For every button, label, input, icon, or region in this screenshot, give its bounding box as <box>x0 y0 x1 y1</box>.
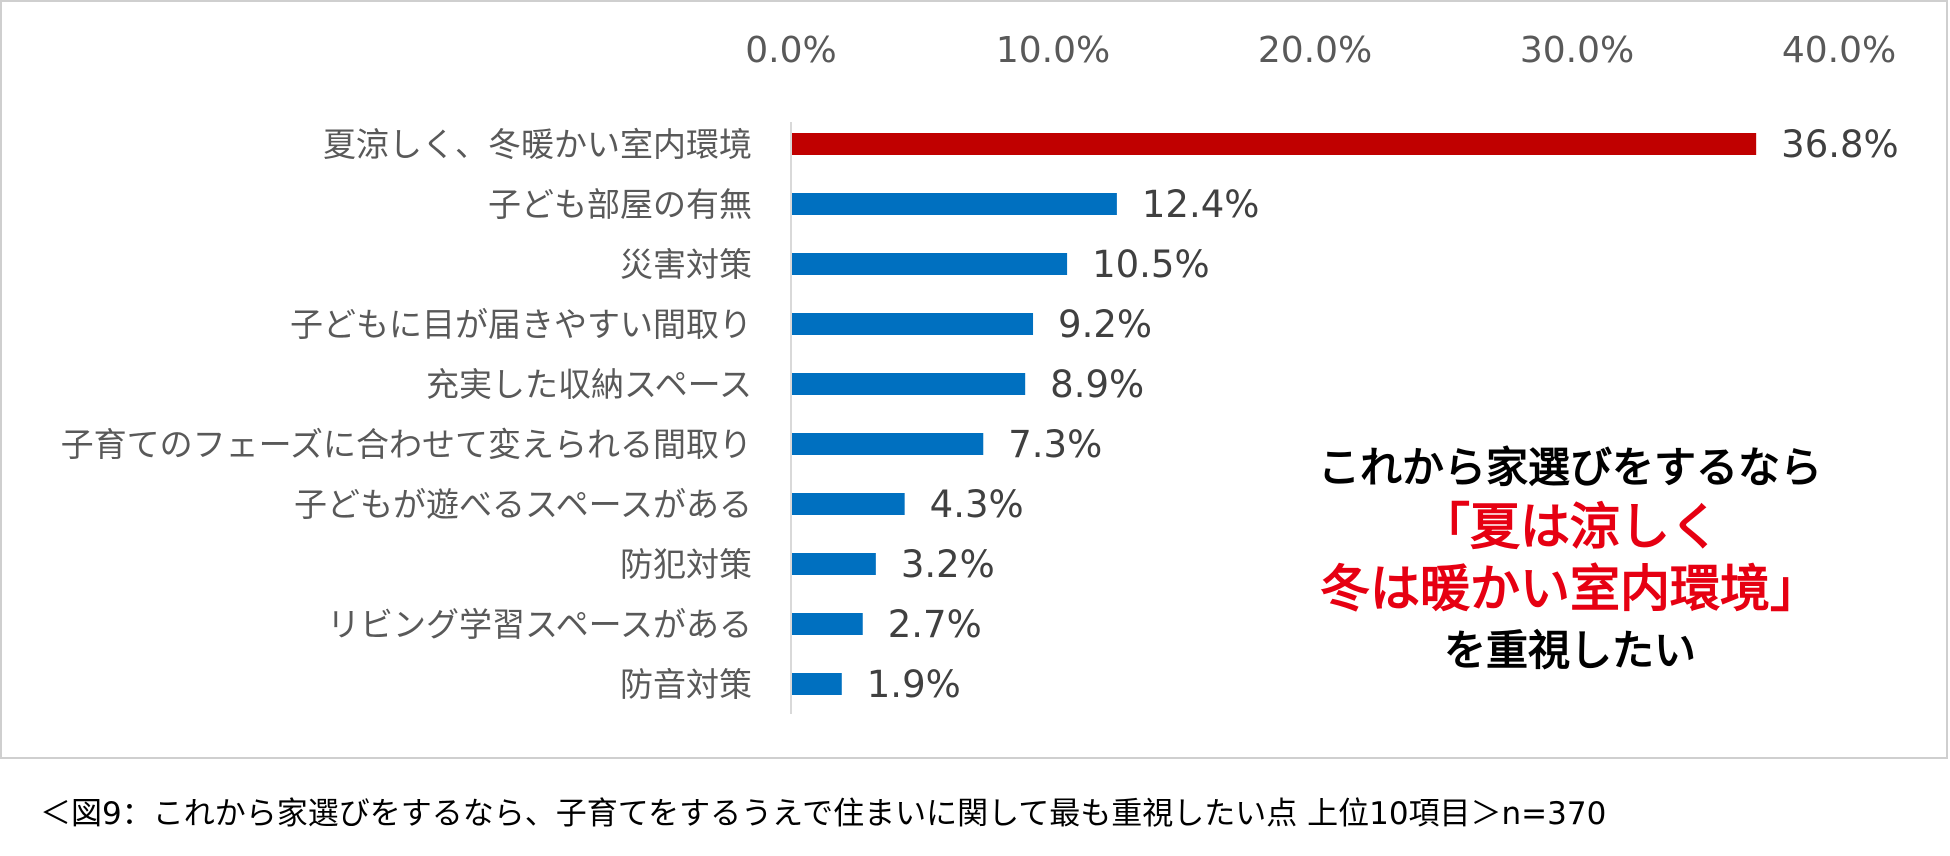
data-label: 4.3% <box>930 483 1024 526</box>
category-label: 子どもに目が届きやすい間取り <box>290 305 752 344</box>
category-label: 子ども部屋の有無 <box>488 185 752 224</box>
bar <box>792 673 842 695</box>
callout-line-4: を重視したい <box>1443 626 1696 675</box>
data-label: 8.9% <box>1050 363 1144 406</box>
data-label: 36.8% <box>1781 123 1899 166</box>
bar-chart: 0.0% 10.0% 20.0% 30.0% 40.0% 夏涼しく、冬暖かい室内環境 36.… <box>61 30 1899 714</box>
category-label: 充実した収納スペース <box>426 365 752 404</box>
data-label: 3.2% <box>901 543 995 586</box>
bar <box>792 493 905 515</box>
bar <box>792 373 1026 395</box>
figure-caption: ＜図9：これから家選びをするなら、子育てをするうえで住まいに関して最も重視したい… <box>40 796 1607 832</box>
bar <box>792 433 984 455</box>
x-tick-label: 40.0% <box>1782 30 1896 71</box>
callout-line-3: 冬は暖かい室内環境」 <box>1320 560 1820 618</box>
data-label: 10.5% <box>1092 243 1210 286</box>
category-label: 防音対策 <box>620 665 752 704</box>
bar <box>792 133 1757 155</box>
callout-box: これから家選びをするなら 「夏は涼しく 冬は暖かい室内環境」 を重視したい <box>1230 440 1910 682</box>
data-label: 2.7% <box>888 603 982 646</box>
x-tick-label: 20.0% <box>1258 30 1372 71</box>
category-label: 防犯対策 <box>620 545 752 584</box>
category-label: 子育てのフェーズに合わせて変えられる間取り <box>61 425 752 464</box>
category-label: 夏涼しく、冬暖かい室内環境 <box>323 125 752 164</box>
category-label: リビング学習スペースがある <box>327 605 752 644</box>
x-tick-label: 0.0% <box>745 30 836 71</box>
data-label: 1.9% <box>867 663 961 706</box>
data-label: 9.2% <box>1058 303 1152 346</box>
data-label: 7.3% <box>1008 423 1102 466</box>
x-tick-label: 30.0% <box>1520 30 1634 71</box>
bar <box>792 553 876 575</box>
callout-line-2: 「夏は涼しく <box>1420 498 1720 556</box>
bar <box>792 193 1117 215</box>
bar <box>792 253 1068 275</box>
category-label: 子どもが遊べるスペースがある <box>294 485 752 524</box>
callout-line-1: これから家選びをするなら <box>1317 443 1822 492</box>
bar <box>792 313 1034 335</box>
bar <box>792 613 863 635</box>
data-label: 12.4% <box>1142 183 1260 226</box>
category-label: 災害対策 <box>620 245 752 284</box>
x-tick-label: 10.0% <box>996 30 1110 71</box>
